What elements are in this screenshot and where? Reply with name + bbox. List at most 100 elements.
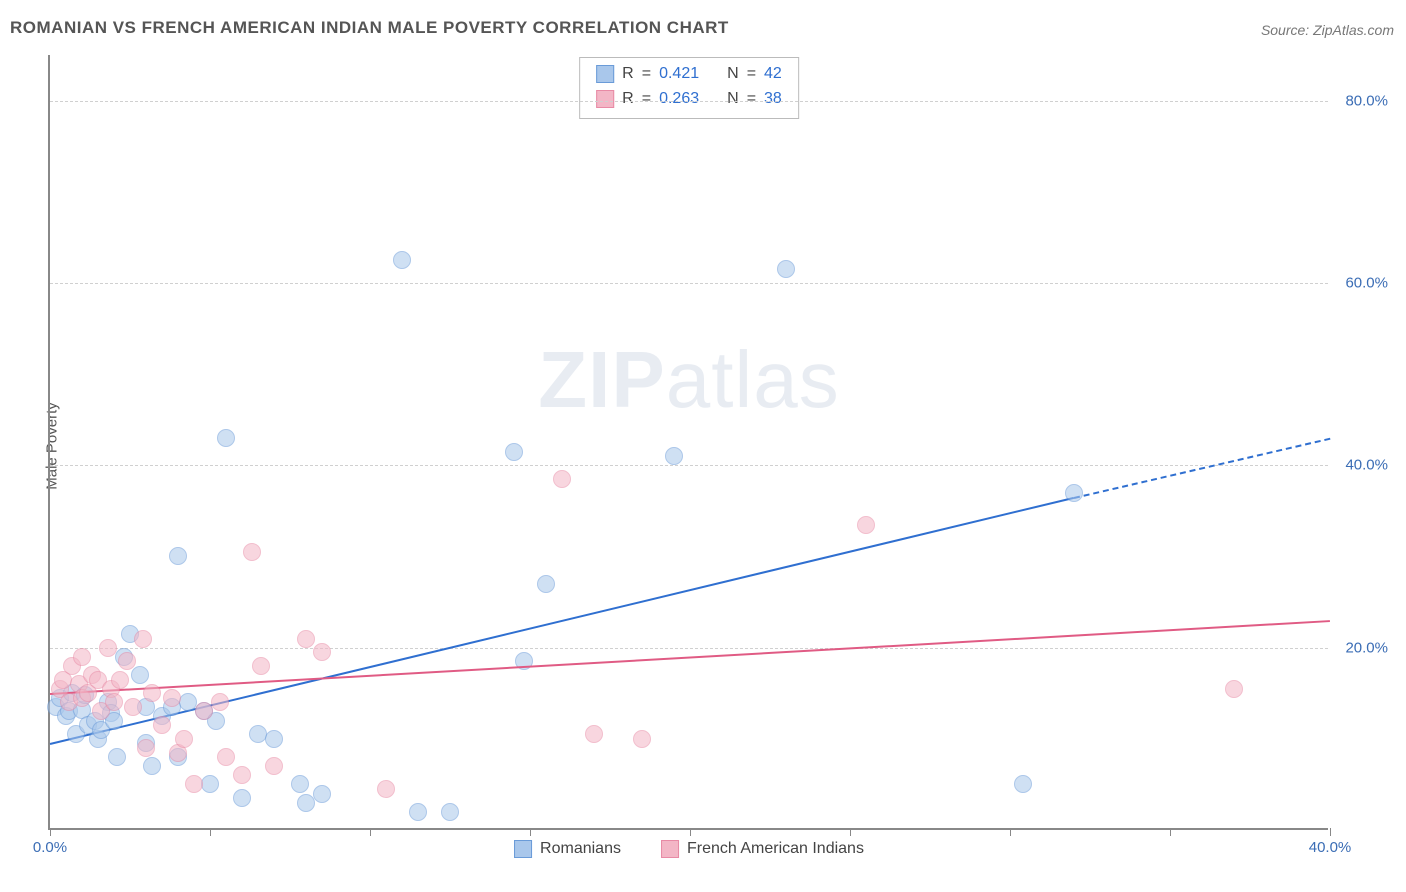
watermark: ZIPatlas	[538, 334, 839, 426]
source-attribution: Source: ZipAtlas.com	[1261, 22, 1394, 38]
data-point-french_american_indians	[585, 725, 603, 743]
y-tick-label: 20.0%	[1345, 639, 1388, 656]
r-value-french: 0.263	[659, 87, 699, 112]
data-point-romanians	[505, 443, 523, 461]
eq-label-3: =	[642, 87, 651, 112]
data-point-french_american_indians	[99, 639, 117, 657]
watermark-rest: atlas	[666, 335, 840, 424]
data-point-romanians	[291, 775, 309, 793]
data-point-french_american_indians	[243, 543, 261, 561]
data-point-romanians	[777, 260, 795, 278]
x-tick	[850, 828, 851, 836]
source-prefix: Source:	[1261, 22, 1313, 38]
legend-item-romanians: Romanians	[514, 840, 621, 858]
data-point-french_american_indians	[297, 630, 315, 648]
stats-row-romanians: R = 0.421 N = 42	[596, 62, 782, 87]
gridline	[50, 101, 1328, 102]
eq-label-2: =	[747, 62, 756, 87]
data-point-french_american_indians	[134, 630, 152, 648]
data-point-romanians	[201, 775, 219, 793]
data-point-romanians	[1065, 484, 1083, 502]
data-point-french_american_indians	[211, 693, 229, 711]
data-point-romanians	[537, 575, 555, 593]
bottom-legend: Romanians French American Indians	[514, 840, 864, 858]
r-label: R	[622, 62, 634, 87]
n-value-romanians: 42	[764, 62, 782, 87]
x-tick	[50, 828, 51, 836]
gridline	[50, 648, 1328, 649]
n-value-french: 38	[764, 87, 782, 112]
legend-label-french: French American Indians	[687, 840, 864, 858]
data-point-french_american_indians	[175, 730, 193, 748]
plot-area: ZIPatlas R = 0.421 N = 42 R = 0.263 N =	[48, 55, 1328, 830]
swatch-romanians	[596, 65, 614, 83]
data-point-french_american_indians	[111, 671, 129, 689]
y-tick-label: 80.0%	[1345, 92, 1388, 109]
x-tick	[690, 828, 691, 836]
data-point-romanians	[393, 251, 411, 269]
y-tick-label: 40.0%	[1345, 457, 1388, 474]
x-tick	[1010, 828, 1011, 836]
data-point-french_american_indians	[313, 643, 331, 661]
data-point-french_american_indians	[118, 652, 136, 670]
data-point-french_american_indians	[73, 648, 91, 666]
x-tick-label: 0.0%	[33, 839, 67, 856]
data-point-french_american_indians	[377, 780, 395, 798]
data-point-french_american_indians	[252, 657, 270, 675]
eq-label: =	[642, 62, 651, 87]
source-name: ZipAtlas.com	[1313, 22, 1394, 38]
data-point-french_american_indians	[857, 516, 875, 534]
swatch-french	[596, 90, 614, 108]
x-tick	[370, 828, 371, 836]
n-label-2: N	[727, 87, 739, 112]
data-point-romanians	[265, 730, 283, 748]
legend-swatch-french	[661, 840, 679, 858]
legend-item-french: French American Indians	[661, 840, 864, 858]
data-point-romanians	[441, 803, 459, 821]
data-point-romanians	[131, 666, 149, 684]
data-point-french_american_indians	[105, 693, 123, 711]
trend-line	[1074, 438, 1330, 499]
x-tick	[1170, 828, 1171, 836]
data-point-french_american_indians	[143, 684, 161, 702]
r-label-2: R	[622, 87, 634, 112]
correlation-stats-box: R = 0.421 N = 42 R = 0.263 N = 38	[579, 57, 799, 119]
data-point-french_american_indians	[153, 716, 171, 734]
data-point-french_american_indians	[124, 698, 142, 716]
data-point-romanians	[409, 803, 427, 821]
x-tick	[210, 828, 211, 836]
data-point-french_american_indians	[217, 748, 235, 766]
y-tick-label: 60.0%	[1345, 274, 1388, 291]
data-point-romanians	[143, 757, 161, 775]
data-point-romanians	[313, 785, 331, 803]
x-tick	[1330, 828, 1331, 836]
data-point-french_american_indians	[185, 775, 203, 793]
r-value-romanians: 0.421	[659, 62, 699, 87]
x-tick	[530, 828, 531, 836]
legend-swatch-romanians	[514, 840, 532, 858]
data-point-french_american_indians	[137, 739, 155, 757]
gridline	[50, 283, 1328, 284]
data-point-romanians	[108, 748, 126, 766]
watermark-bold: ZIP	[538, 335, 665, 424]
data-point-french_american_indians	[633, 730, 651, 748]
x-tick-label: 40.0%	[1309, 839, 1352, 856]
legend-label-romanians: Romanians	[540, 840, 621, 858]
data-point-french_american_indians	[1225, 680, 1243, 698]
data-point-french_american_indians	[553, 470, 571, 488]
data-point-french_american_indians	[265, 757, 283, 775]
trend-line	[50, 620, 1330, 695]
chart-title: ROMANIAN VS FRENCH AMERICAN INDIAN MALE …	[10, 18, 729, 38]
stats-row-french: R = 0.263 N = 38	[596, 87, 782, 112]
data-point-romanians	[665, 447, 683, 465]
eq-label-4: =	[747, 87, 756, 112]
data-point-french_american_indians	[163, 689, 181, 707]
gridline	[50, 465, 1328, 466]
n-label: N	[727, 62, 739, 87]
data-point-french_american_indians	[233, 766, 251, 784]
data-point-french_american_indians	[195, 702, 213, 720]
data-point-romanians	[1014, 775, 1032, 793]
data-point-romanians	[297, 794, 315, 812]
data-point-romanians	[233, 789, 251, 807]
data-point-romanians	[217, 429, 235, 447]
